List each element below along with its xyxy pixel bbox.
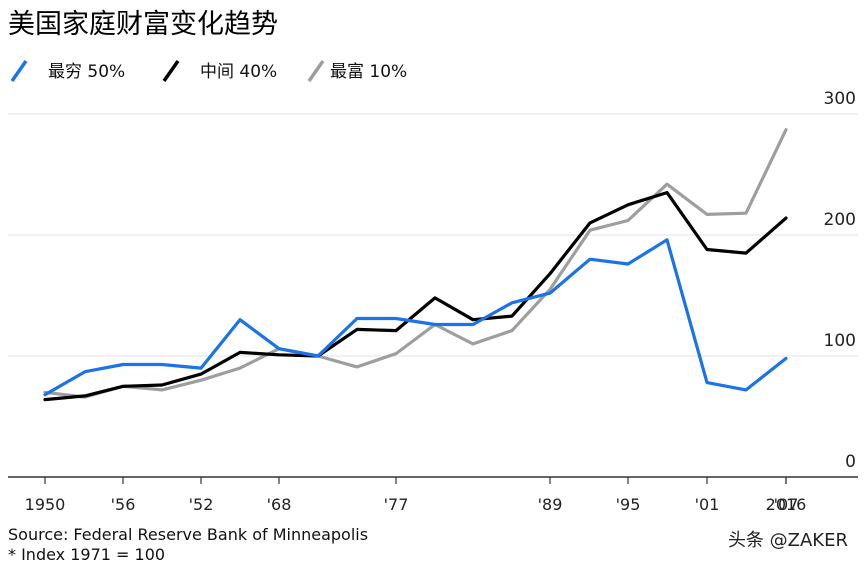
- legend-swatch-middle: [162, 59, 180, 83]
- series-line-poorest: [43, 238, 788, 397]
- legend-entry-middle: 中间 40%: [162, 59, 277, 83]
- x-tick-label-4: '77: [384, 495, 409, 514]
- y-tick-label-100: 100: [824, 331, 856, 351]
- x-tick-label-5: '89: [538, 495, 563, 514]
- x-tick-label-3: '68: [267, 495, 292, 514]
- legend-label-poorest: 最穷 50%: [48, 62, 125, 82]
- gridlines: [8, 113, 858, 357]
- legend-swatch-poorest: [10, 59, 28, 83]
- series-line-middle: [43, 191, 788, 402]
- series-line-richest: [43, 128, 788, 399]
- y-tick-label-300: 300: [824, 89, 856, 109]
- y-tick-label-0: 0: [845, 452, 856, 472]
- series-lines: [43, 128, 788, 402]
- index-note: * Index 1971 = 100: [8, 545, 165, 564]
- x-tick-label-1: '56: [111, 495, 136, 514]
- y-tick-label-200: 200: [824, 210, 856, 230]
- chart-title: 美国家庭财富变化趋势: [8, 9, 278, 40]
- legend-swatch-richest: [307, 59, 325, 83]
- watermark: 头条 @ZAKER: [728, 530, 848, 551]
- legend-label-middle: 中间 40%: [200, 62, 277, 82]
- legend-entry-poorest: 最穷 50%: [10, 59, 125, 83]
- x-tick-label-9: 2016: [766, 495, 807, 514]
- x-tick-label-6: '95: [616, 495, 641, 514]
- x-tick-label-8: '07: [774, 495, 799, 514]
- legend-entry-richest: 最富 10%: [307, 59, 407, 83]
- y-axis-ticks: 0 100 200 300: [824, 89, 856, 472]
- source-text: Source: Federal Reserve Bank of Minneapo…: [8, 525, 368, 544]
- x-tick-label-0: 1950: [25, 495, 66, 514]
- legend: 最穷 50% 中间 40% 最富 10%: [10, 59, 407, 83]
- x-tick-label-2: '52: [189, 495, 214, 514]
- x-tick-label-7: '01: [695, 495, 720, 514]
- legend-label-richest: 最富 10%: [330, 62, 407, 82]
